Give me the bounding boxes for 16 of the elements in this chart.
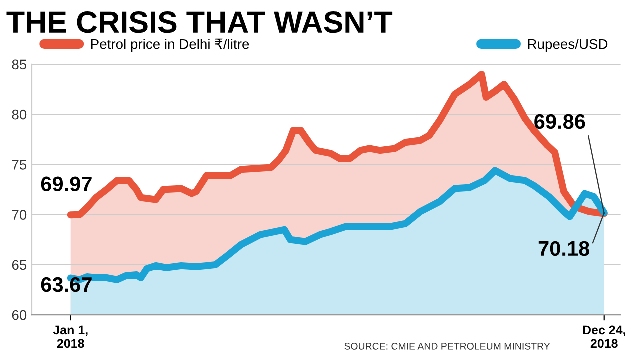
x-tick-label: Jan 1, 2018 bbox=[53, 326, 88, 348]
legend-label: Petrol price in Delhi ₹/litre bbox=[91, 38, 250, 52]
y-tick-label: 70 bbox=[12, 210, 27, 220]
y-tick-label: 65 bbox=[12, 260, 27, 270]
annotation: 69.97 bbox=[41, 176, 92, 192]
y-tick-label: 85 bbox=[12, 60, 27, 70]
chart-title: THE CRISIS THAT WASN’T bbox=[6, 12, 393, 34]
source-note: SOURCE: CMIE AND PETROLEUM MINISTRY bbox=[344, 342, 550, 350]
y-tick-label: 75 bbox=[12, 160, 27, 170]
annotation: 70.18 bbox=[538, 241, 590, 256]
y-tick-label: 80 bbox=[12, 110, 27, 120]
y-tick-label: 60 bbox=[12, 310, 27, 320]
annotation: 69.86 bbox=[534, 114, 586, 130]
annotation: 63.67 bbox=[41, 277, 92, 292]
x-tick-label: Dec 24, 2018 bbox=[583, 326, 626, 348]
legend-label: Rupees/USD bbox=[528, 38, 608, 52]
